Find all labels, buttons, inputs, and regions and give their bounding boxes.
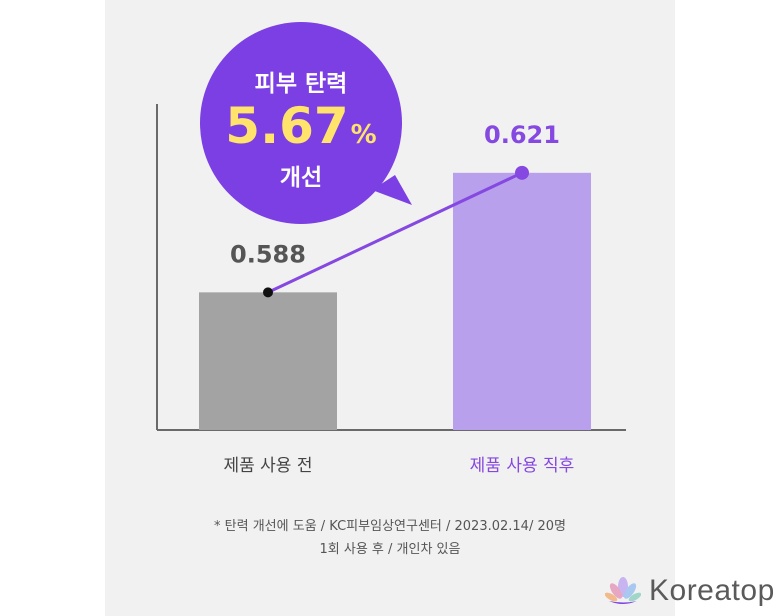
brand-name: Koreatop — [649, 574, 775, 607]
callout-value: 5.67% — [225, 97, 376, 155]
bar-before — [199, 292, 337, 430]
brand-logo: Koreatop — [605, 571, 775, 611]
callout-subtitle: 개선 — [280, 165, 322, 191]
value-label-after: 0.621 — [484, 121, 560, 149]
callout-bubble: 피부 탄력 5.67% 개선 — [200, 22, 412, 224]
callout-number: 5.67 — [225, 97, 348, 155]
callout-title: 피부 탄력 — [255, 71, 348, 97]
point-after — [515, 165, 529, 180]
footnote-line-1: * 탄력 개선에 도움 / KC피부임상연구센터 / 2023.02.14/ 2… — [214, 519, 566, 534]
trend-line — [267, 171, 523, 294]
value-label-before: 0.588 — [230, 240, 306, 268]
bar-after — [453, 172, 591, 431]
callout-bubble-circle — [200, 22, 402, 224]
category-label-after: 제품 사용 직후 — [470, 456, 575, 476]
footnote-line-2: 1회 사용 후 / 개인차 있음 — [319, 542, 461, 557]
callout-unit: % — [351, 120, 377, 150]
lotus-icon — [605, 577, 641, 604]
point-before — [263, 287, 273, 298]
callout-bubble-shape — [372, 175, 412, 205]
category-label-before: 제품 사용 전 — [223, 456, 312, 476]
